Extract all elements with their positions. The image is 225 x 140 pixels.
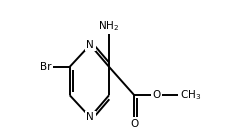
Text: O: O — [151, 90, 160, 100]
Text: N: N — [86, 40, 94, 50]
Text: O: O — [130, 119, 138, 129]
Text: N: N — [86, 112, 94, 122]
Text: CH$_3$: CH$_3$ — [179, 88, 200, 102]
Text: Br: Br — [40, 62, 52, 72]
Text: NH$_2$: NH$_2$ — [98, 19, 119, 33]
